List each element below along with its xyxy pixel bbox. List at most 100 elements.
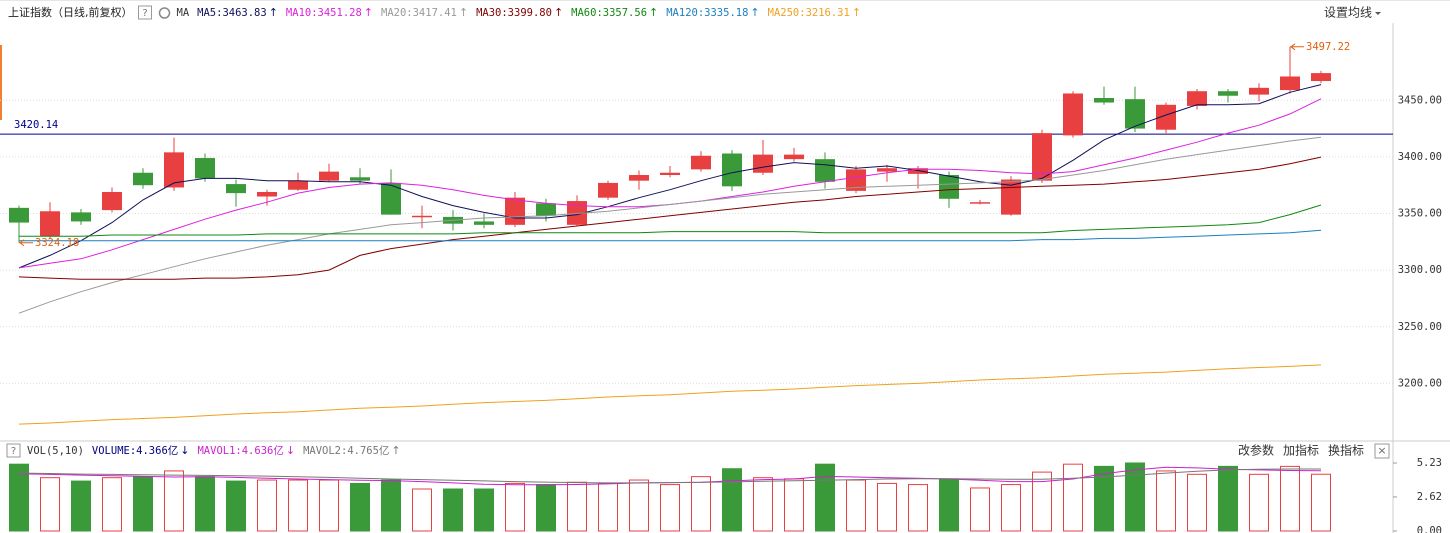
y-tick-label: 3400.00 [1398, 151, 1442, 163]
candle-body [1125, 99, 1145, 129]
settings-button[interactable]: 设置均线 [1324, 6, 1372, 20]
candle-body [319, 171, 339, 181]
volume-bar [350, 482, 370, 532]
settings-icon[interactable] [158, 7, 171, 19]
candle-body [1032, 133, 1052, 181]
close-box[interactable] [1374, 443, 1390, 459]
legend-arrow: ↑ [750, 6, 759, 19]
volume-bar [815, 463, 835, 532]
dropdown-caret[interactable] [1375, 12, 1381, 15]
legend-arrow: ↑ [554, 6, 563, 19]
candle-body [598, 182, 618, 198]
legend-label: MA120:3335.18 [666, 7, 748, 19]
candle-body [1001, 179, 1021, 215]
candle-body [815, 159, 835, 182]
volume-bar [1125, 462, 1145, 532]
volume-bar [412, 488, 432, 532]
legend-label: MA30:3399.80 [476, 7, 552, 19]
volume-bar [970, 487, 990, 532]
legend-arrow: ↑ [364, 6, 373, 19]
candle-body [846, 169, 866, 191]
volume-bar [846, 479, 866, 532]
candle-body [1094, 98, 1114, 103]
volume-bar [1249, 473, 1269, 532]
volume-bar [1156, 470, 1176, 532]
mavol-line [18, 468, 1321, 484]
help-box[interactable] [6, 443, 21, 458]
candle-body [505, 197, 525, 225]
volume-bar [753, 477, 773, 532]
candle-body [722, 153, 742, 187]
candle-body [753, 154, 773, 173]
y-tick-label: 3450.00 [1398, 94, 1442, 106]
candle-body [40, 211, 60, 237]
volume-title: VOL(5,10) [27, 445, 84, 457]
header-bg [0, 1, 1450, 23]
volume-bar [1032, 471, 1052, 532]
volume-bar [226, 480, 246, 532]
legend-label: MA20:3417.41 [381, 7, 457, 19]
candle-body [71, 212, 91, 222]
max-label: 3497.22 [1306, 41, 1350, 53]
y-tick-label: 3200.00 [1398, 377, 1442, 389]
help-icon[interactable]: ? [142, 8, 147, 19]
volume-bar [629, 479, 649, 532]
min-leader [19, 239, 33, 247]
volume-bar [71, 480, 91, 532]
candle-body [195, 158, 215, 179]
volume-bar [319, 479, 339, 532]
toolbar-button[interactable]: 加指标 [1283, 443, 1319, 458]
volume-bar [1094, 465, 1114, 532]
candle-body [288, 180, 308, 190]
volume-bar [691, 476, 711, 532]
candle-body [226, 184, 246, 194]
volume-bar [474, 488, 494, 532]
min-label: 3324.18 [35, 237, 79, 249]
volume-bar [40, 477, 60, 532]
legend-label: MAVOL1:4.636亿 [197, 444, 283, 457]
volume-bar [1063, 463, 1083, 532]
candle-body [1218, 91, 1238, 96]
candle-body [257, 191, 277, 197]
ma-label: MA [177, 7, 190, 19]
volume-bar [381, 479, 401, 532]
volume-bar [1001, 484, 1021, 532]
close-button[interactable]: × [1377, 444, 1386, 457]
candle-body [691, 155, 711, 170]
volume-bar [567, 481, 587, 532]
y-tick-label: 5.23 [1417, 457, 1442, 469]
max-leader [1290, 43, 1304, 51]
candle-body [660, 172, 680, 176]
candle-body [164, 152, 184, 188]
volume-bar [908, 484, 928, 532]
legend-label: MA10:3451.28 [286, 7, 362, 19]
candle-body [970, 202, 990, 204]
candle-body [908, 168, 928, 174]
legend-arrow: ↓ [180, 444, 189, 457]
legend-label: MA5:3463.83 [197, 7, 267, 19]
legend-arrow: ↑ [269, 6, 278, 19]
legend-label: VOLUME:4.366亿 [92, 444, 178, 457]
chart-title: 上证指数（日线,前复权） [8, 5, 133, 19]
help-icon[interactable]: ? [11, 446, 16, 457]
toolbar-button[interactable]: 换指标 [1328, 443, 1364, 458]
volume-bar [1311, 473, 1331, 532]
volume-bar [1218, 465, 1238, 532]
volume-bar [784, 478, 804, 532]
legend-arrow: ↑ [852, 6, 861, 19]
help-box[interactable] [138, 5, 152, 20]
legend-arrow: ↑ [649, 6, 658, 19]
candle-body [1311, 73, 1331, 82]
candle-body [629, 175, 649, 181]
legend-label: MA60:3357.56 [571, 7, 647, 19]
volume-bar [1280, 465, 1300, 532]
candle-body [567, 201, 587, 225]
candle-body [381, 182, 401, 215]
toolbar-button[interactable]: 改参数 [1238, 443, 1274, 458]
volume-bar [660, 484, 680, 532]
legend-arrow: ↑ [459, 6, 468, 19]
ma-line [18, 136, 1322, 314]
volume-bar [288, 479, 308, 532]
candle-body [536, 203, 556, 216]
volume-bar [536, 484, 556, 532]
